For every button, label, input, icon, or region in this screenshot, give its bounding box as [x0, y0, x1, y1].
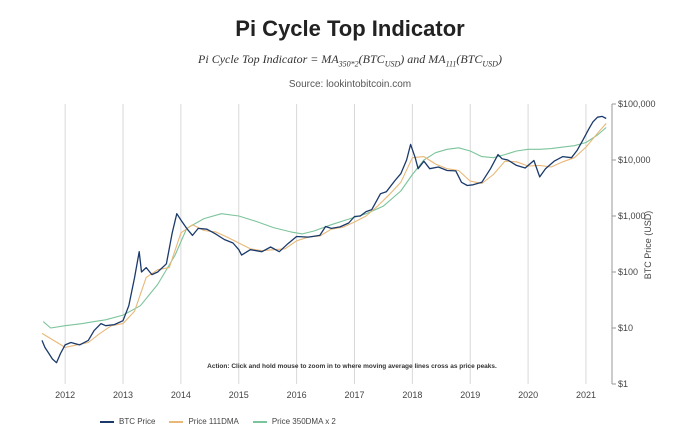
formula-mid3: (BTC [456, 52, 483, 66]
legend-label-btc-price: BTC Price [119, 417, 156, 426]
x-tick-2015: 2015 [229, 390, 249, 400]
legend-item-350dma-x2[interactable]: Price 350DMA x 2 [252, 417, 336, 426]
formula-mid2: ) and MA [400, 52, 446, 66]
legend-item-111dma[interactable]: Price 111DMA [169, 417, 239, 426]
formula-lead: Pi Cycle Top Indicator = MA [198, 52, 339, 66]
formula-sub-usd-2: USD [482, 59, 498, 69]
legend-swatch-btc-price [100, 420, 114, 423]
axis-layer: 2012 2013 2014 2015 2016 2017 2018 2019 2020 2021… [55, 99, 655, 400]
x-tick-2014: 2014 [171, 390, 191, 400]
x-tick-2016: 2016 [287, 390, 307, 400]
x-tick-2021: 2021 [576, 390, 596, 400]
legend-label-350dma-x2: Price 350DMA x 2 [271, 417, 336, 426]
legend-swatch-111dma [169, 420, 184, 423]
y-tick-1: $1 [618, 379, 628, 389]
x-tick-2019: 2019 [460, 390, 480, 400]
zoom-instruction-note: Action: Click and hold mouse to zoom in … [207, 363, 497, 370]
legend-swatch-350dma-x2 [252, 420, 267, 423]
x-tick-2018: 2018 [402, 390, 422, 400]
legend-label-111dma: Price 111DMA [188, 417, 239, 426]
y-axis-label: BTC Price (USD) [643, 211, 653, 280]
y-tick-1000: $1,000 [618, 211, 646, 221]
legend: BTC Price Price 111DMA Price 350DMA x 2 [100, 417, 350, 426]
series-line-dma111[interactable] [41, 123, 607, 348]
series-layer[interactable] [41, 115, 607, 364]
x-tick-2012: 2012 [55, 390, 75, 400]
formula-sub-111: 111 [445, 59, 457, 69]
chart-title: Pi Cycle Top Indicator [235, 16, 465, 41]
chart-source[interactable]: Source: lookintobitcoin.com [288, 79, 412, 90]
formula-mid1: (BTC [358, 52, 385, 66]
formula-sub-350: 350*2 [338, 59, 359, 69]
y-tick-100000: $100,000 [618, 99, 656, 109]
x-tick-2020: 2020 [518, 390, 538, 400]
y-tick-10: $10 [618, 323, 633, 333]
y-tick-10000: $10,000 [618, 155, 651, 165]
series-line-price[interactable] [41, 115, 607, 364]
y-tick-100: $100 [618, 267, 638, 277]
chart-formula: Pi Cycle Top Indicator = MA350*2(BTCUSD)… [0, 52, 700, 68]
x-tick-2017: 2017 [344, 390, 364, 400]
grid-layer [64, 104, 587, 384]
legend-item-btc-price[interactable]: BTC Price [100, 417, 155, 426]
x-tick-2013: 2013 [113, 390, 133, 400]
formula-tail: ) [497, 52, 502, 66]
formula-sub-usd-1: USD [384, 59, 401, 69]
